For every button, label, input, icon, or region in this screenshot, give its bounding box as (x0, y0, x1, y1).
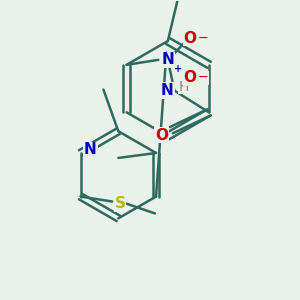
Text: N: N (84, 142, 97, 158)
Text: +: + (174, 64, 182, 74)
Text: O: O (184, 31, 196, 46)
Text: −: − (198, 71, 208, 84)
Text: H: H (179, 80, 189, 94)
Text: −: − (198, 32, 208, 44)
Text: O: O (155, 128, 168, 142)
Text: O: O (184, 70, 196, 85)
Text: S: S (115, 196, 126, 211)
Text: N: N (162, 52, 175, 67)
Text: N: N (161, 83, 174, 98)
